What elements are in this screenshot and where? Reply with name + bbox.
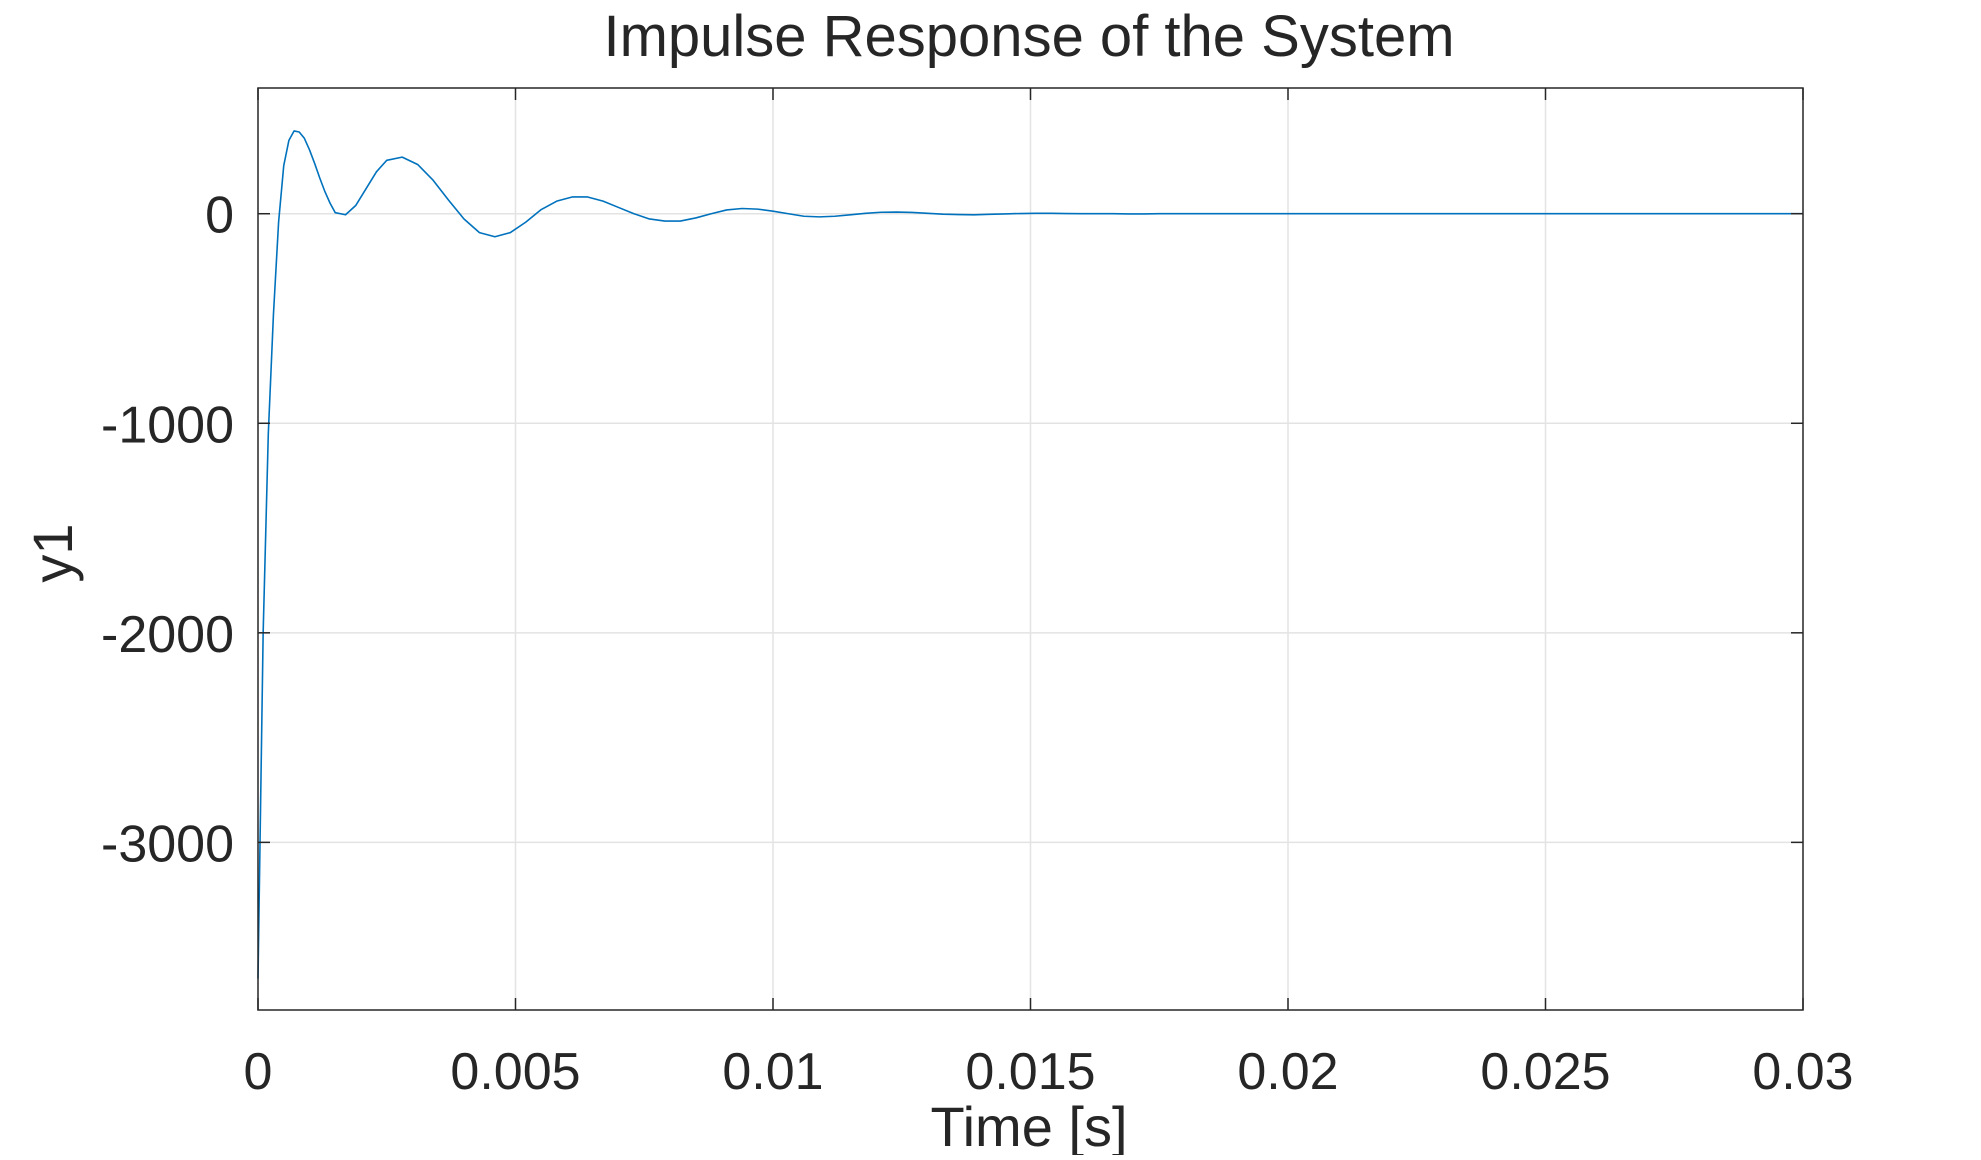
x-tick-label: 0.005 [450,1043,580,1101]
series-line [257,130,1803,979]
x-tick-label: 0.015 [965,1043,1095,1101]
x-tick-label: 0.03 [1752,1043,1853,1101]
chart-title: Impulse Response of the System [603,4,1454,69]
y-tick-label: 0 [205,187,234,245]
plot-area [257,130,1803,979]
x-tick-label: 0.025 [1480,1043,1610,1101]
x-tick-label: 0.01 [722,1043,823,1101]
grid-lines [258,88,1803,1010]
y-axis-label: y1 [21,523,84,582]
y-tick-label: -3000 [101,815,234,873]
axis-labels: Impulse Response of the System Time [s] … [21,4,1455,1158]
x-tick-label: 0.02 [1237,1043,1338,1101]
x-tick-label: 0 [244,1043,273,1101]
y-tick-label: -2000 [101,606,234,664]
x-axis-label: Time [s] [930,1095,1127,1155]
y-tick-label: -1000 [101,396,234,454]
axes: 0 0.005 0.01 0.015 0.02 0.025 0.03 0 -1000 -2000 -… [101,87,1854,1101]
